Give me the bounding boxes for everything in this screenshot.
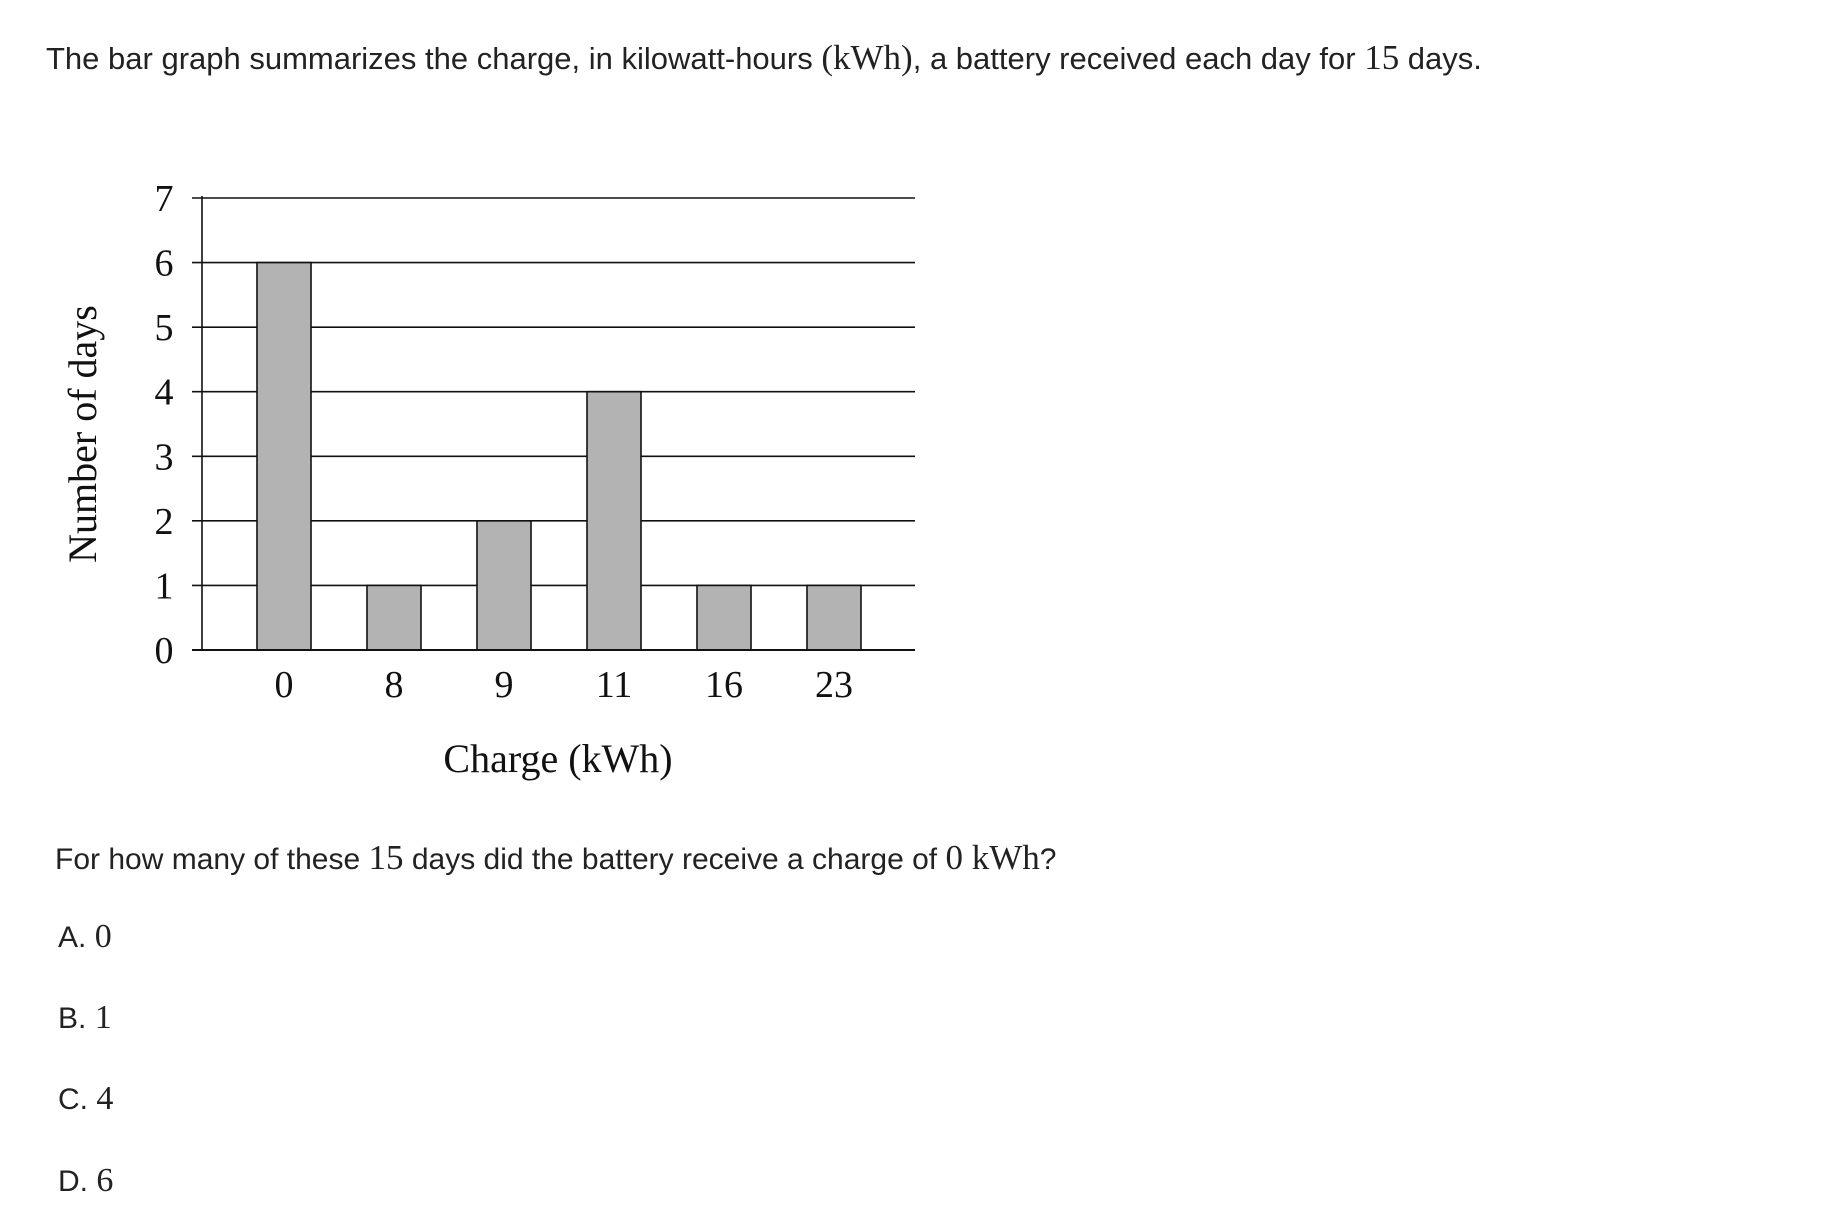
question-text-middle: days did the battery receive a charge of	[403, 843, 946, 876]
y-tick-label: 7	[155, 178, 174, 220]
question-text: For how many of these 15 days did the ba…	[55, 838, 1056, 878]
y-tick-label: 3	[155, 436, 174, 478]
choice-a[interactable]: A. 0	[58, 918, 112, 956]
x-tick-label: 11	[596, 664, 633, 706]
bar	[256, 261, 312, 651]
intro-unit-math: (kWh)	[821, 38, 913, 77]
x-axis-label: Charge (kWh)	[443, 736, 672, 781]
choice-letter: C.	[58, 1083, 88, 1116]
bar	[366, 584, 422, 651]
choice-value: 4	[96, 1080, 114, 1117]
x-tick-label: 0	[275, 664, 294, 706]
choice-b[interactable]: B. 1	[58, 999, 112, 1037]
grid-lines	[192, 197, 915, 587]
intro-text-before: The bar graph summarizes the charge, in …	[46, 41, 822, 76]
choice-letter: A.	[58, 921, 87, 954]
choice-c[interactable]: C. 4	[58, 1080, 113, 1118]
question-text-after: ?	[1039, 843, 1057, 876]
bar	[696, 584, 752, 651]
question-text-before: For how many of these	[55, 843, 369, 876]
bar	[476, 520, 532, 651]
y-axis-label: Number of days	[60, 305, 105, 563]
y-tick-label: 0	[155, 630, 174, 672]
x-tick-label: 9	[495, 664, 514, 706]
y-tick-label: 1	[155, 565, 174, 607]
x-tick-label: 23	[815, 664, 853, 706]
question-value-math: 0 kWh	[945, 838, 1040, 877]
intro-text-middle: , a battery received each day for	[912, 41, 1365, 76]
question-days-math: 15	[368, 838, 404, 877]
intro-days-math: 15	[1364, 38, 1400, 77]
choice-letter: D.	[58, 1165, 88, 1198]
choice-value: 6	[96, 1162, 114, 1199]
y-tick-label: 2	[155, 501, 174, 543]
y-tick-label: 5	[155, 307, 174, 349]
choice-value: 0	[94, 918, 112, 955]
y-tick-label: 4	[155, 372, 174, 414]
choice-value: 1	[94, 999, 112, 1036]
bar	[586, 390, 642, 651]
choice-d[interactable]: D. 6	[58, 1162, 113, 1200]
x-tick-label: 16	[705, 664, 743, 706]
x-tick-label: 8	[385, 664, 404, 706]
choice-letter: B.	[58, 1002, 87, 1035]
intro-text-after: days.	[1399, 41, 1482, 76]
y-tick-label: 6	[155, 243, 174, 285]
axes	[192, 196, 915, 651]
bar	[806, 584, 862, 651]
intro-text: The bar graph summarizes the charge, in …	[46, 38, 1482, 78]
